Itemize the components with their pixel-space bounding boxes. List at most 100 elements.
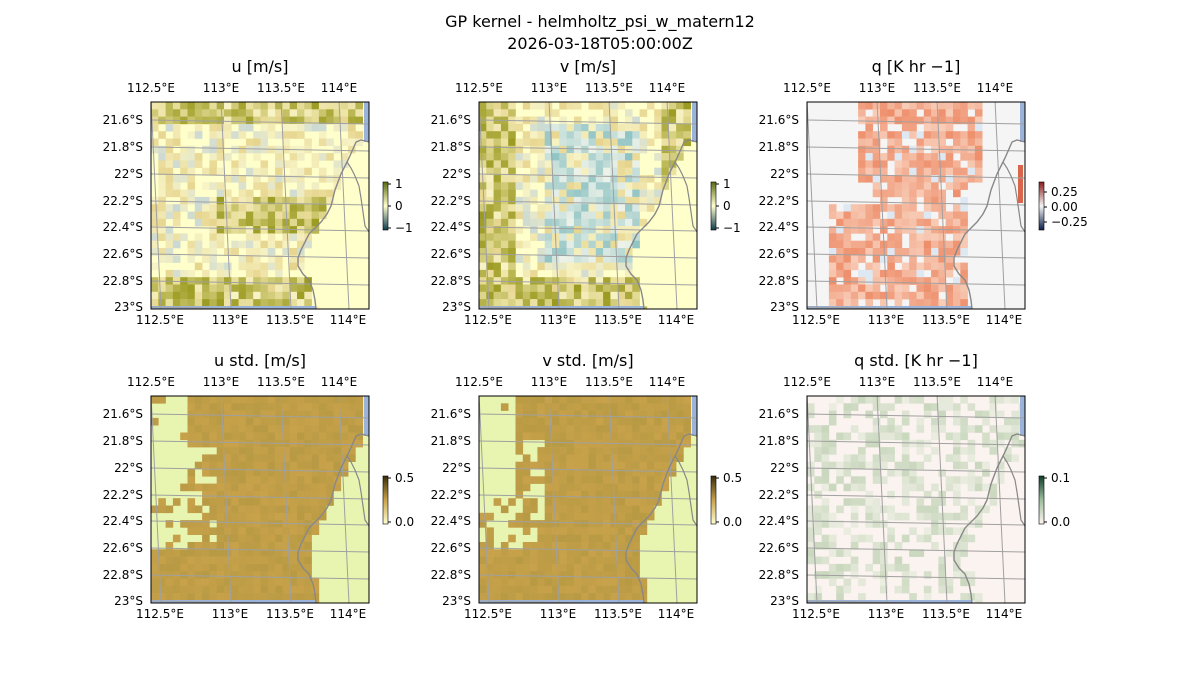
grid-cell [311,578,320,587]
grid-cell [982,483,990,492]
grid-cell [639,403,648,411]
grid-cell [603,284,611,293]
grid-cell [639,490,648,499]
grid-cell [260,204,269,212]
grid-cell [304,277,312,285]
grid-cell [595,512,604,521]
grid-cell [216,153,225,161]
grid-cell [224,284,232,293]
grid-cell [282,454,290,462]
grid-cell [938,248,946,256]
grid-cell [967,469,976,477]
grid-cell [544,145,553,154]
grid-cell [1004,454,1012,462]
grid-cell [661,417,670,426]
grid-cell [850,262,859,271]
grid-cell [304,196,312,205]
x-tick-label-bottom: 114°E [658,607,695,621]
grid-cell [676,432,684,441]
grid-cell [245,432,254,441]
colorbar-tick-label: 0.25 [1051,185,1078,199]
grid-cell [202,542,210,550]
grid-cell [231,284,239,293]
grid-cell [603,425,611,433]
grid-cell [165,145,174,154]
colorbar-tick-label: 0 [723,199,731,213]
grid-cell [304,542,312,550]
grid-cell [588,211,597,220]
grid-cell [479,123,487,132]
grid-cell [894,218,903,227]
grid-cell [245,123,254,132]
grid-cell [603,226,611,234]
grid-cell [493,226,502,234]
grid-cell [544,410,553,419]
grid-cell [610,175,618,183]
grid-cell [559,563,567,572]
grid-cell [865,240,873,249]
grid-cell [850,403,859,411]
grid-cell [224,520,232,528]
grid-cell [479,593,487,601]
grid-cell [654,396,662,404]
grid-cell [573,182,582,190]
grid-cell [479,556,487,565]
grid-cell [573,218,582,227]
grid-cell [646,483,655,492]
grid-cell [938,527,946,535]
grid-cell [617,218,626,227]
grid-cell [894,291,903,300]
grid-cell [202,116,210,125]
grid-cell [996,425,1005,433]
grid-cell [194,439,203,448]
grid-cell [304,432,312,441]
grid-cell [559,585,567,594]
grid-cell [275,469,283,477]
x-tick-label-bottom: 113.5°E [922,313,970,327]
grid-cell [180,109,188,117]
grid-cell [872,512,881,521]
grid-cell [610,109,618,117]
grid-cell [566,233,575,241]
x-tick-label-top: 112.5°E [783,375,831,389]
grid-cell [486,196,494,205]
grid-cell [304,490,312,499]
x-tick-label-top: 113.5°E [585,375,633,389]
grid-cell [202,512,210,521]
grid-cell [267,505,276,514]
grid-cell [916,116,925,125]
grid-cell [311,425,320,433]
grid-cell [311,512,320,521]
x-tick-label-bottom: 113°E [868,313,905,327]
grid-cell [500,284,509,293]
grid-cell [581,461,589,470]
grid-cell [989,410,998,419]
grid-cell [231,248,239,256]
grid-cell [165,269,174,278]
grid-cell [843,277,852,285]
grid-cell [603,585,611,594]
grid-cell [515,593,524,601]
grid-cell [245,138,254,147]
grid-cell [828,520,837,528]
grid-cell [333,123,342,132]
grid-cell [953,410,961,419]
grid-cell [828,549,837,557]
grid-cell [880,520,888,528]
grid-cell [858,226,866,234]
y-tick-label: 22.2°S [431,488,471,502]
grid-cell [515,425,524,433]
grid-cell [253,578,261,587]
grid-cell [522,520,531,528]
grid-cell [654,454,662,462]
grid-cell [639,512,648,521]
meridian-line [876,102,888,309]
grid-cell [559,490,567,499]
grid-cell [522,160,531,168]
grid-cell [901,410,910,419]
y-tick-label: 22.6°S [759,247,799,261]
grid-cell [931,123,939,132]
grid-cell [297,284,305,293]
grid-cell [843,233,852,241]
grid-cell [333,447,342,455]
